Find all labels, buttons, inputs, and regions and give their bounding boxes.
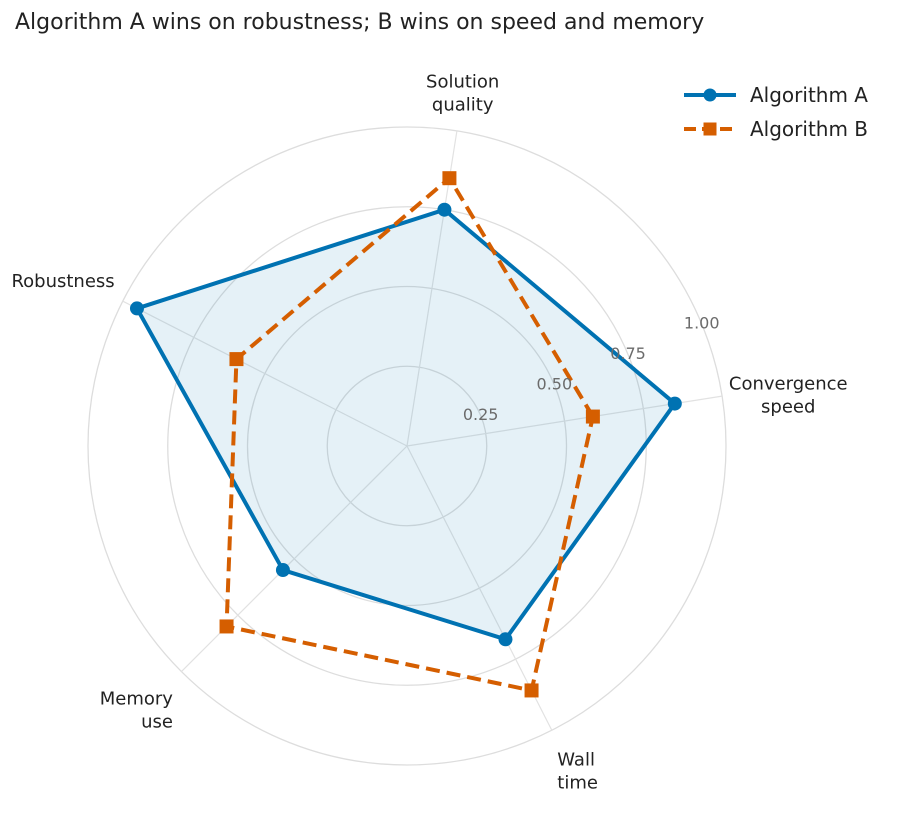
series-fill <box>136 209 675 640</box>
axis-label-3-line-1: Robustness <box>11 271 114 292</box>
axis-label-5: Wall time <box>557 749 598 793</box>
axis-label-3: Robustness <box>11 271 114 292</box>
grid-ring-4 <box>87 126 727 766</box>
axis-labels: Convergence speed Solution quality Robustnes… <box>11 71 847 793</box>
tick-label-1: 0.25 <box>463 405 499 424</box>
legend-label-a: Algorithm A <box>750 83 868 107</box>
series-1-point-3 <box>129 301 144 316</box>
series-line-1 <box>134 207 677 642</box>
axis-label-1-line-1: Convergence <box>729 374 848 395</box>
axis-label-5-line-2: time <box>557 772 598 793</box>
grid-spoke-4 <box>181 445 408 672</box>
chart-title: Algorithm A wins on robustness; B wins o… <box>15 10 705 35</box>
axis-label-2-line-2: quality <box>432 94 494 115</box>
axis-label-1: Convergence speed <box>729 374 848 418</box>
grid-ring-2 <box>246 285 568 607</box>
series-2-point-3 <box>229 352 244 367</box>
grid-ring-1 <box>326 365 488 527</box>
axis-label-4-line-2: use <box>141 711 173 732</box>
series-2-point-4 <box>219 619 234 634</box>
axis-label-5-line-1: Wall <box>557 749 595 770</box>
series-line-2 <box>224 176 595 693</box>
series-1-point-2 <box>437 202 452 217</box>
axis-label-2-line-1: Solution <box>426 71 499 92</box>
legend-item-b[interactable]: Algorithm B <box>684 112 868 146</box>
axis-label-2: Solution quality <box>426 71 499 115</box>
series-2-point-5 <box>524 683 539 698</box>
legend-item-a[interactable]: Algorithm A <box>684 78 868 112</box>
series-2-point-1 <box>585 409 600 424</box>
legend-swatch-b <box>684 122 736 136</box>
axis-label-1-line-2: speed <box>761 397 815 418</box>
axis-label-4-line-1: Memory <box>100 688 174 709</box>
tick-label-4: 1.00 <box>684 313 720 332</box>
tick-label-2: 0.50 <box>537 374 573 393</box>
radial-tick-labels: 0.25 0.50 0.75 1.00 <box>463 313 720 424</box>
legend-swatch-a <box>684 88 736 102</box>
series-markers <box>129 171 682 698</box>
grid-spoke-3 <box>122 300 408 447</box>
series-1-point-5 <box>498 632 513 647</box>
grid-spoke-5 <box>406 445 553 731</box>
tick-label-3: 0.75 <box>610 344 646 363</box>
legend: Algorithm A Algorithm B <box>684 78 868 146</box>
series-1-point-1 <box>667 396 682 411</box>
series-lines <box>134 176 677 693</box>
series-area-1 <box>136 209 675 640</box>
axis-label-4: Memory use <box>100 688 174 732</box>
legend-label-b: Algorithm B <box>750 117 869 141</box>
series-2-point-2 <box>442 171 457 186</box>
series-1-point-4 <box>275 563 290 578</box>
